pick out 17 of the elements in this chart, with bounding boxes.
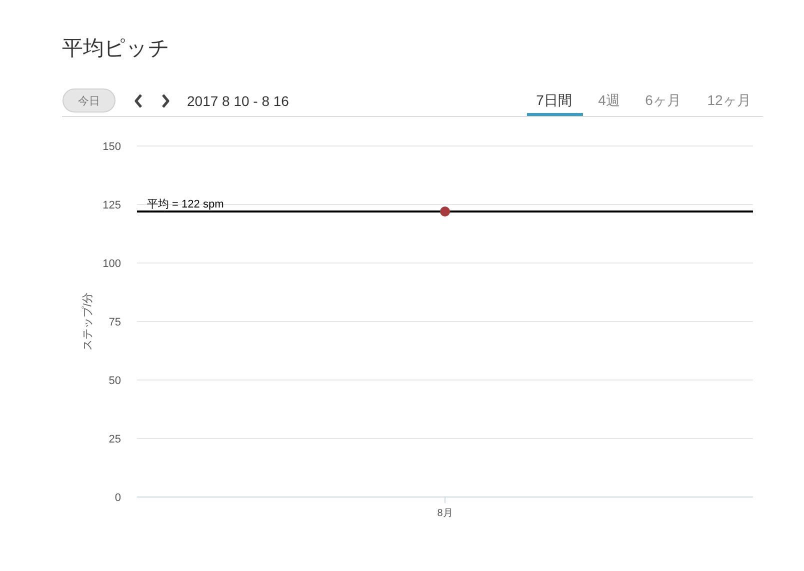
x-tick-label: 8月: [437, 508, 453, 519]
y-tick-label: 150: [102, 141, 121, 153]
y-tick-label: 25: [108, 434, 121, 446]
chart-title: 平均ピッチ: [62, 37, 170, 60]
y-tick-label: 0: [114, 492, 121, 504]
ref-line-label: 平均 = 122 spm: [147, 198, 224, 211]
y-tick-label: 100: [102, 258, 121, 270]
text: 12ヶ月: [707, 92, 751, 108]
text: 4週: [598, 92, 620, 108]
y-tick-label: 75: [108, 316, 121, 328]
text: 7日間: [536, 92, 572, 108]
y-tick-label: 50: [108, 375, 121, 387]
text: 6ヶ月: [645, 92, 681, 108]
y-tick-label: 125: [102, 200, 121, 212]
chart-subtitle: 2017 8 10 - 8 16: [187, 93, 290, 109]
y-axis-title: ステップ/分: [81, 292, 94, 351]
text: 今日: [78, 96, 100, 108]
